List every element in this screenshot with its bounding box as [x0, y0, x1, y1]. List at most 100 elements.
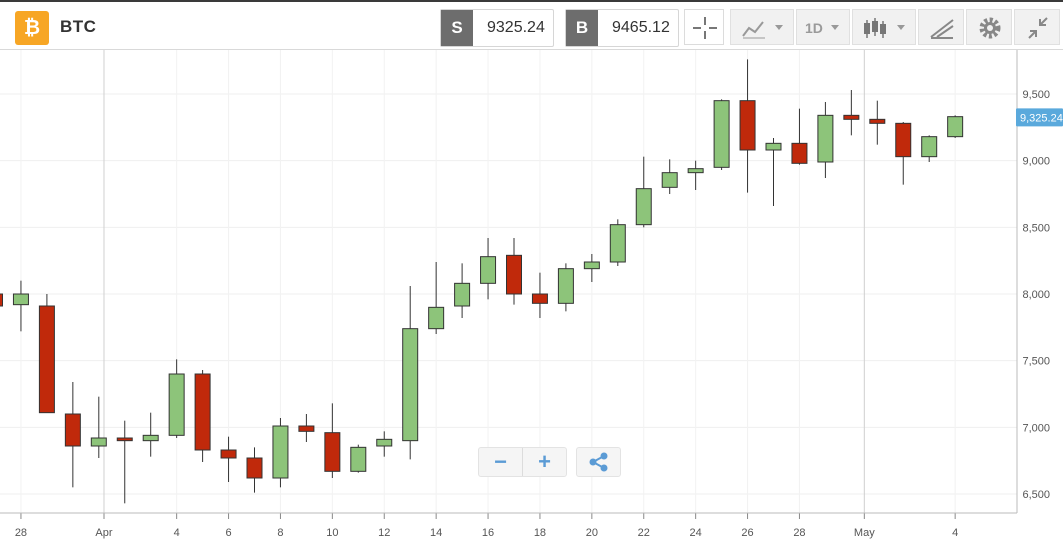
candle[interactable] — [168, 359, 185, 438]
candle-body — [895, 122, 912, 158]
settings-button[interactable] — [966, 9, 1012, 45]
buy-quote-button[interactable]: B 9465.12 — [565, 9, 679, 47]
candle[interactable] — [947, 115, 964, 138]
candle[interactable] — [687, 160, 704, 190]
candle[interactable] — [609, 219, 626, 266]
candle[interactable] — [843, 90, 860, 136]
candle[interactable] — [713, 99, 730, 170]
candle[interactable] — [583, 254, 600, 282]
crosshair-button[interactable] — [684, 9, 724, 45]
sell-tag: S — [441, 10, 473, 46]
x-tick-label: 16 — [482, 527, 494, 539]
candlestick-icon — [864, 18, 905, 38]
candle-body — [428, 306, 445, 330]
chart-type-dropdown[interactable] — [730, 9, 794, 45]
share-control — [576, 447, 621, 477]
candle-body — [350, 446, 367, 472]
candle-body — [713, 100, 730, 168]
y-tick-label: 8,500 — [1022, 222, 1050, 234]
candle[interactable] — [895, 122, 912, 185]
buy-price: 9465.12 — [612, 19, 670, 36]
candle-body — [402, 328, 419, 442]
candle-body — [635, 188, 652, 226]
candle[interactable] — [38, 294, 55, 414]
timeframe-dropdown[interactable]: 1D — [796, 9, 850, 45]
candle[interactable] — [531, 272, 548, 318]
candle[interactable] — [64, 382, 81, 488]
x-tick-label: 28 — [15, 527, 27, 539]
sell-price: 9325.24 — [487, 19, 545, 36]
candle[interactable] — [869, 100, 886, 145]
candle[interactable] — [376, 431, 393, 457]
candle[interactable] — [428, 262, 445, 334]
candle[interactable] — [506, 238, 522, 305]
candle-body — [90, 437, 107, 447]
candle[interactable] — [635, 156, 652, 228]
candlestick-chart[interactable]: 6,500 7,000 7,500 8,000 8,500 9,000 9,500 28 Apr… — [0, 50, 1063, 545]
candle-body — [921, 136, 938, 158]
x-tick-label: 24 — [690, 527, 702, 539]
candle-body — [947, 116, 964, 138]
candle[interactable] — [116, 420, 133, 504]
candle[interactable] — [765, 138, 782, 206]
x-tick-label: 26 — [741, 527, 753, 539]
candle-body — [38, 305, 55, 414]
x-tick-label: Apr — [95, 527, 112, 539]
candle-body — [298, 425, 315, 432]
sell-quote-button[interactable]: S 9325.24 — [440, 9, 554, 47]
candle-body — [142, 434, 159, 442]
x-tick-label: 14 — [430, 527, 442, 539]
candle[interactable] — [661, 159, 678, 194]
candle[interactable] — [324, 403, 341, 478]
zoom-in-button[interactable]: + — [538, 449, 551, 474]
candle-body — [843, 114, 860, 120]
candle-body — [116, 437, 133, 442]
candle[interactable] — [817, 102, 834, 178]
share-button[interactable] — [577, 448, 620, 476]
line-chart-icon — [742, 21, 783, 39]
gear-icon — [979, 17, 1001, 39]
y-tick-label: 9,500 — [1022, 89, 1050, 101]
drawing-tools-button[interactable] — [918, 9, 964, 45]
bitcoin-logo-icon: ₿ — [15, 11, 49, 45]
y-tick-label: 7,500 — [1022, 356, 1050, 368]
candle-body — [817, 114, 834, 163]
candle[interactable] — [350, 444, 367, 473]
candle[interactable] — [402, 286, 419, 460]
x-tick-label: 28 — [793, 527, 805, 539]
chart-area[interactable]: 6,500 7,000 7,500 8,000 8,500 9,000 9,500 28 Apr… — [0, 50, 1063, 545]
candle-body — [194, 373, 211, 451]
candle[interactable] — [298, 414, 315, 442]
zoom-out-button[interactable]: − — [494, 449, 507, 474]
instrument-symbol: BTC — [60, 17, 97, 36]
candle[interactable] — [0, 283, 3, 307]
x-tick-label: 20 — [586, 527, 598, 539]
drawing-tools-icon — [930, 19, 954, 39]
candle[interactable] — [480, 238, 497, 300]
candle[interactable] — [557, 263, 574, 312]
candle-body — [609, 224, 626, 263]
candle-body — [168, 373, 185, 436]
candle[interactable] — [12, 280, 29, 332]
candle[interactable] — [791, 108, 808, 165]
x-tick-label: 22 — [638, 527, 650, 539]
candle[interactable] — [90, 396, 107, 458]
x-tick-label: 4 — [952, 527, 958, 539]
candle-body — [454, 282, 471, 307]
x-tick-label: 18 — [534, 527, 546, 539]
y-tick-label: 9,000 — [1022, 156, 1050, 168]
candle[interactable] — [739, 59, 756, 193]
candle[interactable] — [272, 418, 289, 488]
x-tick-label: 4 — [174, 527, 180, 539]
candle-body — [246, 457, 263, 479]
candle-body — [506, 254, 522, 295]
candle[interactable] — [220, 436, 237, 482]
candle[interactable] — [921, 135, 938, 162]
candle[interactable] — [454, 263, 471, 318]
candle[interactable] — [142, 412, 159, 457]
candle[interactable] — [246, 447, 263, 493]
collapse-button[interactable] — [1014, 9, 1060, 45]
candle[interactable] — [194, 370, 211, 462]
last-price-label: 9,325.24 — [1020, 112, 1063, 124]
candle-style-dropdown[interactable] — [852, 9, 916, 45]
